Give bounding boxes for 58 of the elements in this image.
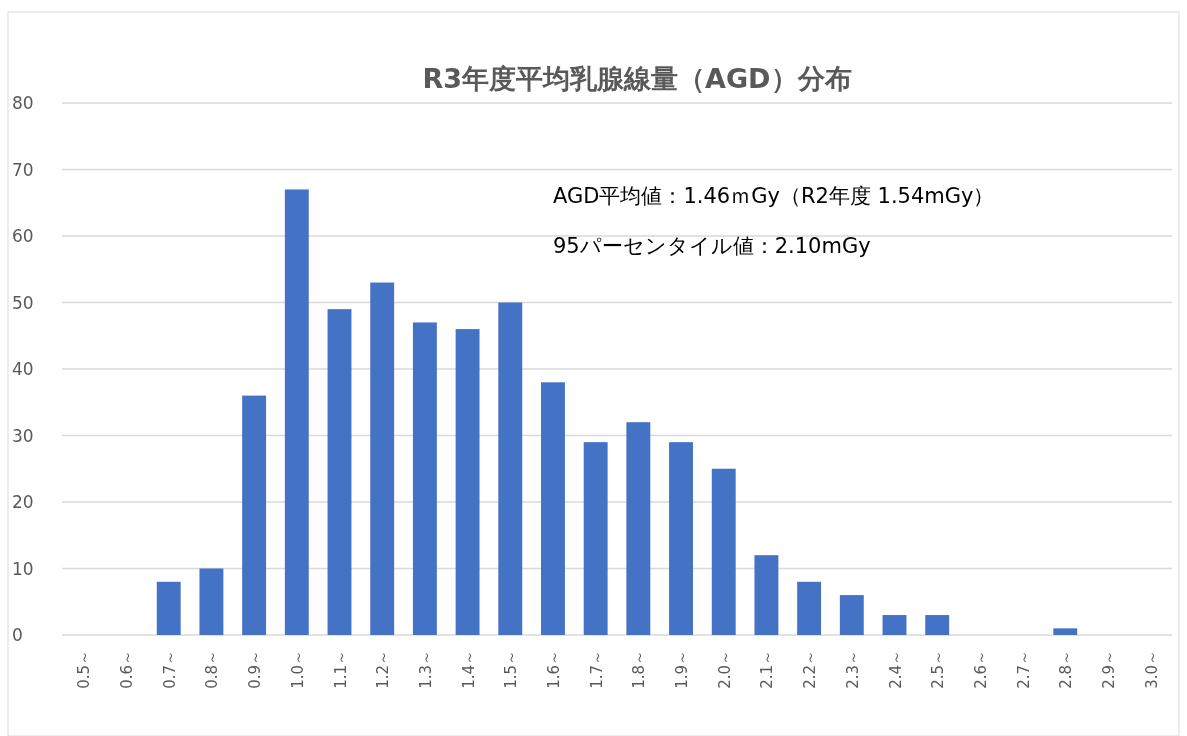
x-tick-label: 2.9～ bbox=[1099, 650, 1118, 689]
x-tick-label: 0.7～ bbox=[160, 650, 179, 689]
bar bbox=[669, 442, 693, 635]
y-tick-label: 40 bbox=[12, 359, 34, 379]
bar bbox=[839, 595, 864, 635]
x-tick-label: 3.0～ bbox=[1142, 650, 1161, 689]
x-tick-label: 2.6～ bbox=[971, 650, 990, 689]
chart-title: R3年度平均乳腺線量（AGD）分布 bbox=[422, 63, 852, 94]
bar bbox=[541, 382, 565, 635]
x-tick-label: 1.9～ bbox=[673, 650, 692, 689]
annotation: AGD平均値：1.46ｍGy（R2年度 1.54mGy） bbox=[553, 184, 995, 208]
y-tick-label: 20 bbox=[12, 492, 34, 512]
x-tick-label: 2.7～ bbox=[1014, 650, 1033, 689]
annotation: 95パーセンタイル値：2.10mGy bbox=[553, 234, 871, 258]
x-tick-label: 2.3～ bbox=[843, 650, 862, 689]
x-tick-label: 2.8～ bbox=[1057, 650, 1076, 689]
x-tick-label: 1.8～ bbox=[630, 650, 649, 689]
bar bbox=[711, 468, 736, 635]
x-tick-label: 2.2～ bbox=[801, 650, 820, 689]
x-tick-label: 1.3～ bbox=[416, 650, 435, 689]
x-tick-label: 0.6～ bbox=[118, 650, 137, 689]
x-tick-label: 1.5～ bbox=[502, 650, 521, 689]
y-tick-label: 50 bbox=[12, 292, 34, 313]
bar bbox=[199, 568, 224, 635]
y-tick-label: 10 bbox=[12, 558, 34, 579]
bar bbox=[882, 615, 907, 635]
bar bbox=[925, 615, 950, 635]
x-tick-label: 2.4～ bbox=[886, 650, 905, 689]
x-tick-label: 1.1～ bbox=[331, 650, 350, 689]
bar bbox=[156, 581, 181, 635]
bar bbox=[455, 329, 480, 635]
x-tick-label: 1.0～ bbox=[288, 650, 307, 689]
y-tick-label: 80 bbox=[12, 93, 34, 113]
x-tick-label: 1.2～ bbox=[374, 650, 393, 689]
bar bbox=[412, 322, 437, 635]
bar bbox=[754, 555, 779, 635]
y-tick-label: 60 bbox=[12, 226, 34, 246]
x-tick-label: 1.6～ bbox=[544, 650, 563, 689]
bar bbox=[626, 422, 651, 635]
x-tick-label: 0.9～ bbox=[246, 650, 265, 689]
bar bbox=[242, 395, 267, 635]
y-tick-label: 30 bbox=[12, 425, 34, 446]
x-tick-label: 0.8～ bbox=[203, 650, 222, 689]
bar bbox=[1053, 628, 1078, 635]
x-tick-label: 2.0～ bbox=[715, 650, 734, 689]
bar bbox=[370, 282, 395, 635]
x-tick-label: 2.5～ bbox=[929, 650, 948, 689]
y-tick-label: 0 bbox=[12, 625, 23, 645]
x-tick-label: 2.1～ bbox=[758, 650, 777, 689]
x-tick-label: 1.4～ bbox=[459, 650, 478, 689]
x-tick-label: 1.7～ bbox=[587, 650, 606, 689]
bar bbox=[797, 581, 822, 635]
y-tick-label: 70 bbox=[12, 159, 34, 180]
x-tick-label: 0.5～ bbox=[75, 650, 94, 689]
bar bbox=[284, 189, 309, 635]
bar bbox=[583, 442, 608, 635]
bar bbox=[327, 309, 352, 635]
bar bbox=[498, 302, 523, 635]
